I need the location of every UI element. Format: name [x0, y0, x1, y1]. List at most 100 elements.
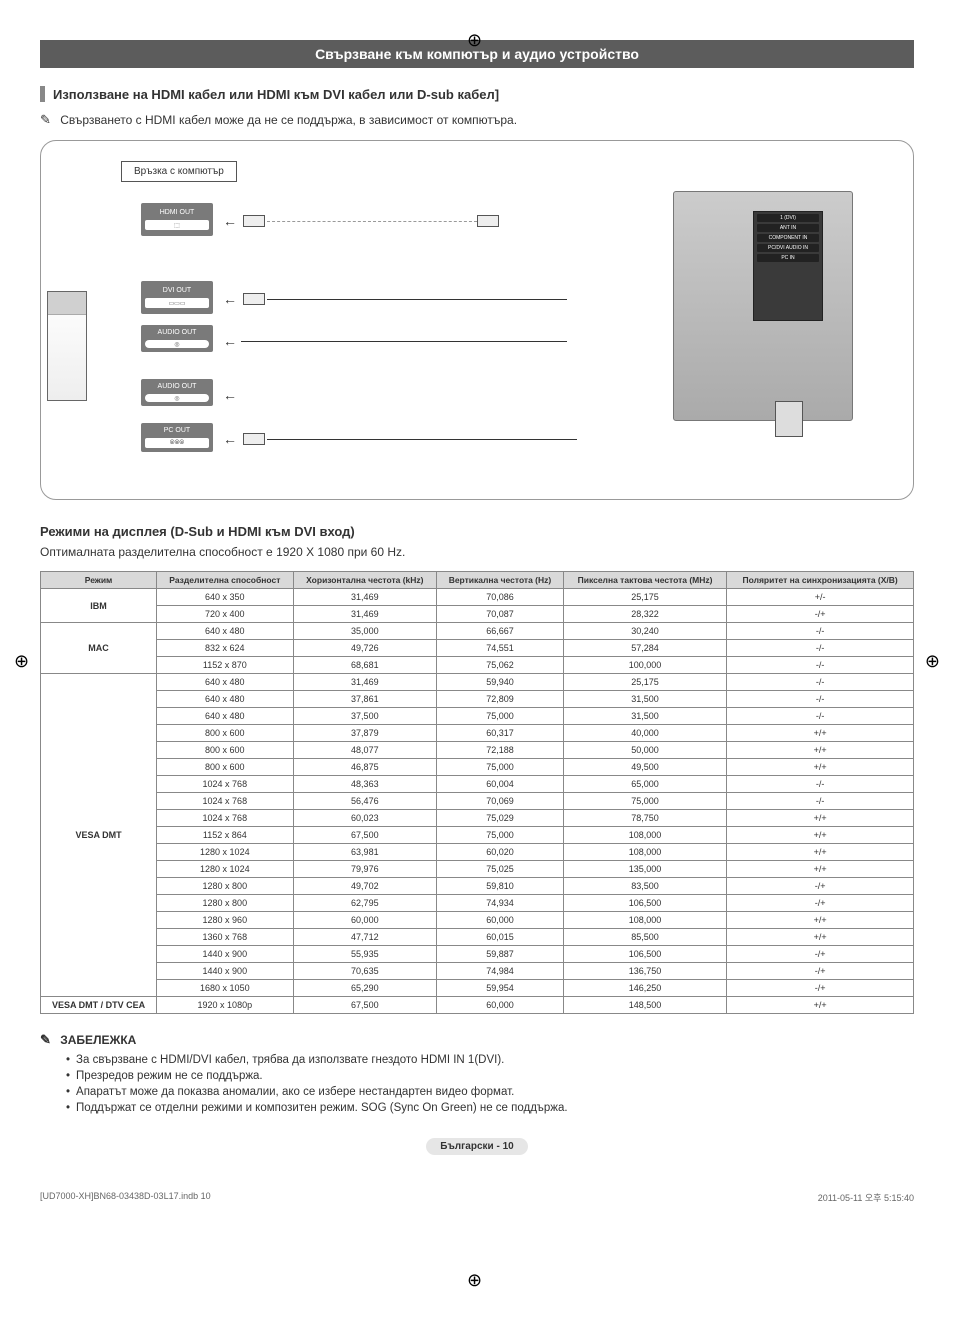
- table-cell: 1024 x 768: [157, 776, 293, 793]
- table-cell: 60,000: [437, 912, 564, 929]
- table-cell: 75,000: [563, 793, 726, 810]
- port-audio-out-2: AUDIO OUT ◎: [141, 379, 213, 406]
- table-cell: 79,976: [293, 861, 437, 878]
- table-cell: -/+: [727, 963, 914, 980]
- table-cell: 640 x 480: [157, 674, 293, 691]
- table-row: 800 x 60046,87575,00049,500+/+: [41, 759, 914, 776]
- table-cell: 59,887: [437, 946, 564, 963]
- heading-marker: [40, 86, 45, 102]
- connection-diagram: Връзка с компютър HDMI OUT ⬚ ← DVI OUT ▭…: [40, 140, 914, 500]
- table-cell: 55,935: [293, 946, 437, 963]
- hdmi-cable-end-right: [477, 215, 499, 227]
- vga-plug-icon: ⦾⦾⦾: [145, 438, 209, 448]
- tv-port-panel: 1 (DVI) ANT IN COMPONENT IN PC/DVI AUDIO…: [753, 211, 823, 321]
- table-cell: 108,000: [563, 844, 726, 861]
- table-cell: 74,984: [437, 963, 564, 980]
- hdmi-cable-end: [243, 215, 265, 227]
- table-cell: 70,635: [293, 963, 437, 980]
- tv-port-label: PC/DVI AUDIO IN: [757, 244, 819, 252]
- table-cell: +/+: [727, 997, 914, 1014]
- table-row: 800 x 60048,07772,18850,000+/+: [41, 742, 914, 759]
- table-cell: +/+: [727, 929, 914, 946]
- table-cell: 60,020: [437, 844, 564, 861]
- table-cell: 800 x 600: [157, 725, 293, 742]
- table-cell: 640 x 350: [157, 589, 293, 606]
- table-cell: +/+: [727, 912, 914, 929]
- table-cell: 1440 x 900: [157, 946, 293, 963]
- tv-port-label: 1 (DVI): [757, 214, 819, 222]
- table-row: IBM640 x 35031,46970,08625,175+/-: [41, 589, 914, 606]
- notes-block: ✎ ЗАБЕЛЕЖКА За свързване с HDMI/DVI кабе…: [40, 1032, 914, 1114]
- table-cell: 75,062: [437, 657, 564, 674]
- table-row: 800 x 60037,87960,31740,000+/+: [41, 725, 914, 742]
- table-cell: 640 x 480: [157, 691, 293, 708]
- table-cell: 62,795: [293, 895, 437, 912]
- vga-cable-line: [267, 439, 577, 440]
- registration-mark-top: ⊕: [467, 30, 482, 51]
- table-cell: +/+: [727, 759, 914, 776]
- audio-cable-line: [241, 341, 567, 342]
- mode-cell: VESA DMT / DTV CEA: [41, 997, 157, 1014]
- registration-mark-left: ⊕: [14, 651, 29, 672]
- tv-port-label: PC IN: [757, 254, 819, 262]
- table-cell: 74,551: [437, 640, 564, 657]
- table-cell: 25,175: [563, 674, 726, 691]
- table-row: 1440 x 90070,63574,984136,750-/+: [41, 963, 914, 980]
- table-cell: 60,023: [293, 810, 437, 827]
- table-cell: 75,000: [437, 827, 564, 844]
- port-audio2-label: AUDIO OUT: [158, 383, 197, 390]
- table-row: 1280 x 96060,00060,000108,000+/+: [41, 912, 914, 929]
- note-item: Поддържат се отделни режими и композитен…: [66, 1102, 914, 1114]
- table-cell: 100,000: [563, 657, 726, 674]
- table-cell: 65,290: [293, 980, 437, 997]
- table-cell: 30,240: [563, 623, 726, 640]
- port-pc-out: PC OUT ⦾⦾⦾: [141, 423, 213, 452]
- table-cell: 70,087: [437, 606, 564, 623]
- table-row: 1024 x 76848,36360,00465,000-/-: [41, 776, 914, 793]
- table-cell: 146,250: [563, 980, 726, 997]
- registration-mark-bottom: ⊕: [467, 1270, 482, 1291]
- table-cell: -/+: [727, 878, 914, 895]
- pc-connection-label: Връзка с компютър: [121, 161, 237, 182]
- table-cell: 72,188: [437, 742, 564, 759]
- col-polarity: Поляритет на синхронизацията (X/B): [727, 572, 914, 589]
- table-cell: +/+: [727, 844, 914, 861]
- table-cell: 40,000: [563, 725, 726, 742]
- table-cell: 68,681: [293, 657, 437, 674]
- table-cell: 48,077: [293, 742, 437, 759]
- table-cell: 1280 x 1024: [157, 861, 293, 878]
- table-cell: +/+: [727, 725, 914, 742]
- table-cell: 1152 x 864: [157, 827, 293, 844]
- table-cell: -/-: [727, 657, 914, 674]
- table-cell: 75,000: [437, 708, 564, 725]
- table-cell: -/-: [727, 708, 914, 725]
- table-cell: 148,500: [563, 997, 726, 1014]
- table-cell: 1920 x 1080p: [157, 997, 293, 1014]
- page-footer: Български - 10: [40, 1138, 914, 1155]
- table-cell: 31,500: [563, 691, 726, 708]
- table-cell: 136,750: [563, 963, 726, 980]
- table-cell: 56,476: [293, 793, 437, 810]
- table-cell: 85,500: [563, 929, 726, 946]
- hdmi-cable-line: [267, 221, 477, 222]
- dvi-cable-end: [243, 293, 265, 305]
- table-cell: 60,317: [437, 725, 564, 742]
- dvi-cable-line: [267, 299, 567, 300]
- port-dvi-label: DVI OUT: [163, 287, 191, 294]
- table-cell: +/+: [727, 827, 914, 844]
- arrow-icon: ←: [223, 213, 237, 229]
- table-cell: +/+: [727, 742, 914, 759]
- table-cell: 60,015: [437, 929, 564, 946]
- footer-right: 2011-05-11 오후 5:15:40: [818, 1191, 914, 1204]
- display-modes-table: Режим Разделителна способност Хоризонтал…: [40, 571, 914, 1014]
- table-row: 1152 x 86467,50075,000108,000+/+: [41, 827, 914, 844]
- table-cell: 59,954: [437, 980, 564, 997]
- audio-plug-icon: ◎: [145, 394, 209, 402]
- table-cell: 72,809: [437, 691, 564, 708]
- table-cell: 66,667: [437, 623, 564, 640]
- table-row: 640 x 48037,86172,80931,500-/-: [41, 691, 914, 708]
- mode-cell: IBM: [41, 589, 157, 623]
- table-row: 832 x 62449,72674,55157,284-/-: [41, 640, 914, 657]
- table-row: 1680 x 105065,29059,954146,250-/+: [41, 980, 914, 997]
- table-cell: 135,000: [563, 861, 726, 878]
